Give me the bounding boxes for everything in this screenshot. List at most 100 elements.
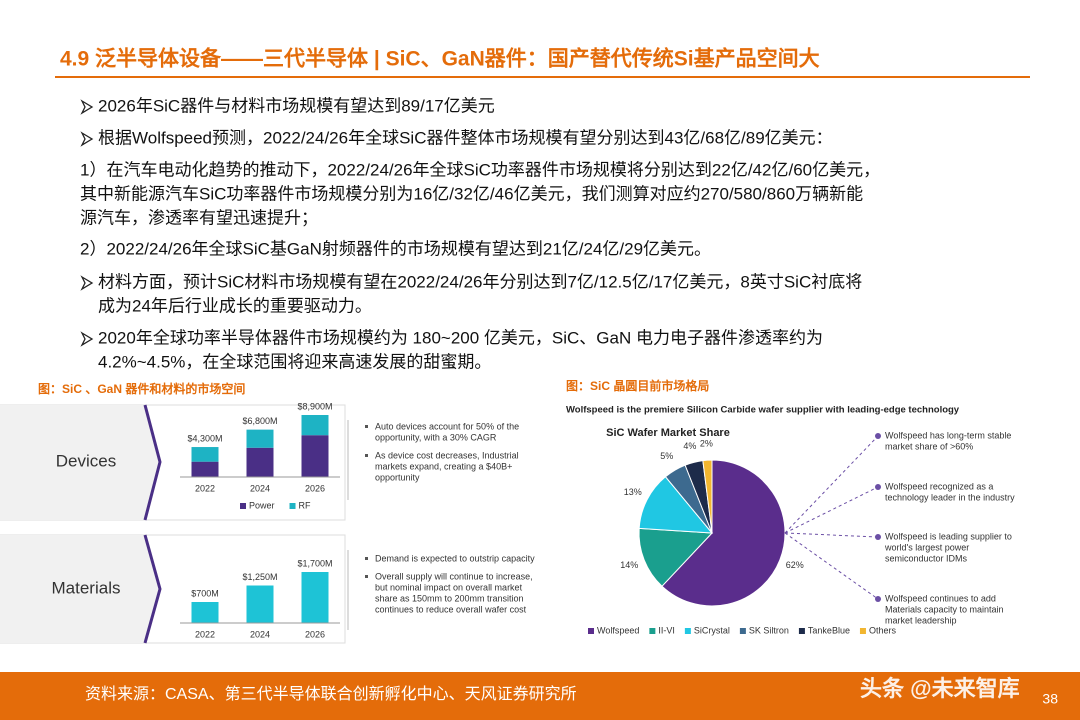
bar xyxy=(246,585,274,623)
note-text: As device cost decreases, Industrial xyxy=(375,450,519,460)
panel-label: Materials xyxy=(52,578,121,597)
bar-segment xyxy=(191,447,219,462)
x-label: 2022 xyxy=(195,629,215,639)
legend-label: SiCrystal xyxy=(694,625,730,635)
x-label: 2026 xyxy=(305,483,325,493)
note-text: Auto devices account for 50% of the xyxy=(375,421,519,431)
panel-label: Devices xyxy=(56,451,116,470)
legend-label: RF xyxy=(299,500,311,510)
note-text: opportunity, with a 30% CAGR xyxy=(375,432,497,442)
note-dot xyxy=(875,534,881,540)
note-dot xyxy=(875,433,881,439)
bullet-text: 成为24年后行业成长的重要驱动力。 xyxy=(98,296,372,315)
legend-swatch xyxy=(289,503,296,509)
page-number: 38 xyxy=(1042,691,1058,707)
bar-segment xyxy=(301,415,329,436)
value-label: $1,250M xyxy=(242,572,277,582)
x-label: 2026 xyxy=(305,629,325,639)
legend-label: II-VI xyxy=(658,625,675,635)
note-text: opportunity xyxy=(375,472,420,482)
chevron-edge xyxy=(143,404,162,521)
note-text: Wolfspeed is leading supplier to xyxy=(885,531,1012,541)
legend-label: SK Siltron xyxy=(749,625,789,635)
note-text: Wolfspeed recognized as a xyxy=(885,481,993,491)
bar-segment xyxy=(246,447,274,477)
bar xyxy=(191,602,219,623)
slice-label: 2% xyxy=(700,439,713,449)
value-label: $1,700M xyxy=(297,558,332,568)
bullet-text: 根据Wolfspeed预测，2022/24/26年全球SiC器件整体市场规模有望… xyxy=(98,128,833,147)
legend-label: Power xyxy=(249,500,275,510)
x-label: 2024 xyxy=(250,629,270,639)
legend-swatch xyxy=(739,628,746,634)
pie-title: SiC Wafer Market Share xyxy=(606,427,730,439)
x-label: 2024 xyxy=(250,483,270,493)
footer-band xyxy=(0,672,1080,720)
note-dot xyxy=(875,596,881,602)
note-text: but nominal impact on overall market xyxy=(375,582,523,592)
chevron-edge xyxy=(143,534,162,644)
total-label: $6,800M xyxy=(242,416,277,426)
connector xyxy=(784,532,879,600)
bullet-marker xyxy=(80,331,94,347)
note-text: Wolfspeed has long-term stable xyxy=(885,430,1011,440)
slice-label: 14% xyxy=(620,560,638,570)
note-text: market leadership xyxy=(885,615,957,625)
bullet-text: 其中新能源汽车SiC功率器件市场规模分别为16亿/32亿/46亿美元，我们测算对… xyxy=(80,184,863,203)
bullet-text: 4.2%~4.5%，在全球范围将迎来高速发展的甜蜜期。 xyxy=(98,352,491,371)
bar-segment xyxy=(191,461,219,477)
note-bullet xyxy=(365,557,368,560)
slice-label: 4% xyxy=(683,441,696,451)
note-text: world's largest power xyxy=(884,542,969,552)
legend-swatch xyxy=(240,503,246,509)
note-text: continues to reduce overall wafer cost xyxy=(375,604,527,614)
legend-swatch xyxy=(859,628,866,634)
note-text: Overall supply will continue to increase… xyxy=(375,571,533,581)
legend-swatch xyxy=(649,628,656,634)
bar-segment xyxy=(301,435,329,477)
slice-label: 13% xyxy=(624,487,642,497)
pie-subtitle: Wolfspeed is the premiere Silicon Carbid… xyxy=(566,405,960,416)
figure-caption: 图：SiC 、GaN 器件和材料的市场空间 xyxy=(38,381,245,396)
connector xyxy=(784,532,879,538)
bullet-text: 源汽车，渗透率有望迅速提升； xyxy=(80,208,318,227)
note-text: Materials capacity to maintain xyxy=(885,604,1004,614)
connector xyxy=(784,435,879,534)
panel-chevron xyxy=(0,535,160,643)
pie-slice xyxy=(638,527,714,587)
connector xyxy=(784,486,879,534)
note-text: markets expand, creating a $40B+ xyxy=(375,461,512,471)
total-label: $8,900M xyxy=(297,401,332,411)
note-text: market share of >60% xyxy=(885,441,973,451)
watermark: 头条 @未来智库 xyxy=(860,676,1020,701)
panel-chevron xyxy=(0,405,160,520)
bullet-text: 2）2022/24/26年全球SiC基GaN射频器件的市场规模有望达到21亿/2… xyxy=(80,239,711,258)
pie-slice xyxy=(638,476,714,534)
legend-label: Wolfspeed xyxy=(597,625,639,635)
bullet-text: 2026年SiC器件与材料市场规模有望达到89/17亿美元 xyxy=(98,96,495,115)
bullet-text: 材料方面，预计SiC材料市场规模有望在2022/24/26年分别达到7亿/12.… xyxy=(98,272,862,291)
bullet-marker xyxy=(80,131,94,147)
note-text: technology leader in the industry xyxy=(885,492,1015,502)
note-text: share as 150mm to 200mm transition xyxy=(375,593,524,603)
note-dot xyxy=(875,484,881,490)
note-bullet xyxy=(365,454,368,457)
value-label: $700M xyxy=(191,588,219,598)
note-text: Demand is expected to outstrip capacity xyxy=(375,553,535,563)
note-bullet xyxy=(365,425,368,428)
bullet-text: 1）在汽车电动化趋势的推动下，2022/24/26年全球SiC功率器件市场规模将… xyxy=(80,160,880,179)
legend-label: Others xyxy=(869,625,897,635)
bullet-text: 2020年全球功率半导体器件市场规模约为 180~200 亿美元，SiC、GaN… xyxy=(98,328,823,347)
legend-swatch xyxy=(798,628,805,634)
figure-caption: 图：SiC 晶圆目前市场格局 xyxy=(566,378,709,393)
pie-slice xyxy=(702,459,713,534)
legend-label: TankeBlue xyxy=(808,625,850,635)
pie-slice xyxy=(661,459,786,607)
legend-swatch xyxy=(588,628,594,634)
footer-source: 资料来源：CASA、第三代半导体联合创新孵化中心、天风证券研究所 xyxy=(85,685,577,703)
note-text: semiconductor IDMs xyxy=(885,553,968,563)
slice-label: 62% xyxy=(786,560,804,570)
note-bullet xyxy=(365,575,368,578)
total-label: $4,300M xyxy=(187,433,222,443)
